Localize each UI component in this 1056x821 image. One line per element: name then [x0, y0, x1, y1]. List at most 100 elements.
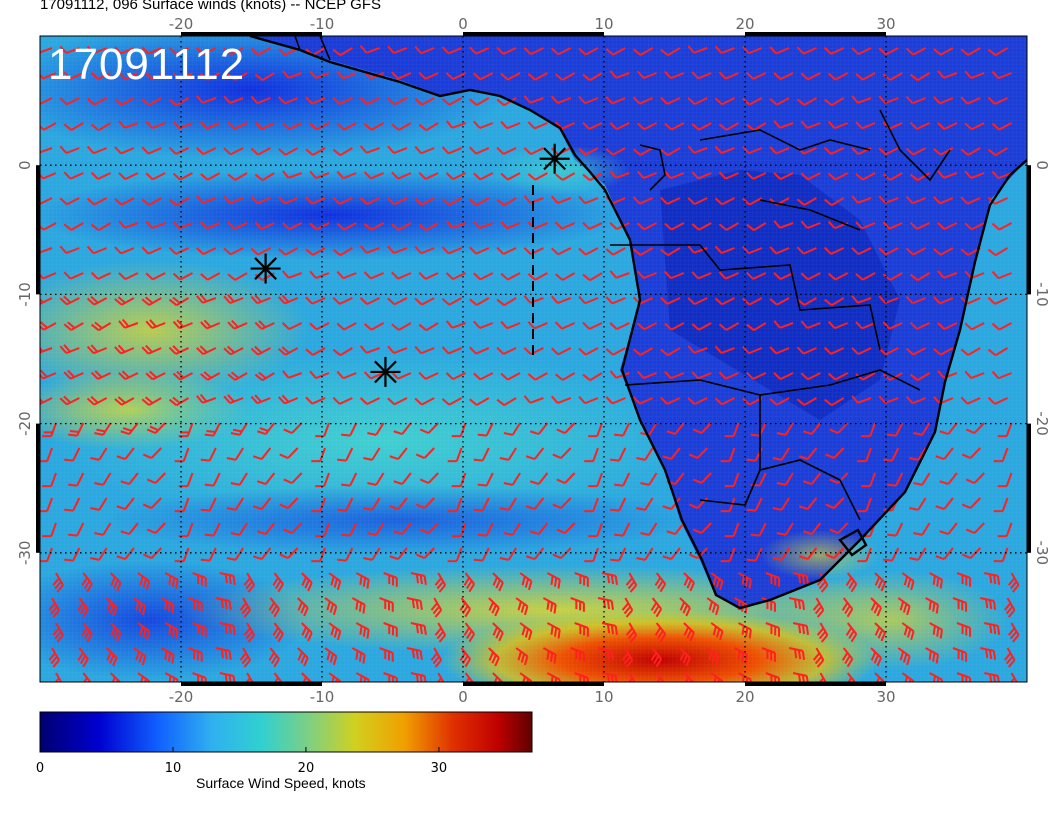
- wind-barb: [451, 422, 467, 438]
- wind-barb: [227, 72, 248, 81]
- wind-barb: [773, 120, 794, 129]
- wind-barb: [692, 422, 712, 434]
- wind-barb: [554, 321, 576, 330]
- wind-barb: [570, 597, 585, 612]
- wind-barb: [664, 270, 685, 280]
- wind-barb: [63, 71, 84, 80]
- wind-barb: [746, 171, 767, 180]
- wind-barb: [418, 71, 439, 80]
- lon-tick-label-bottom: 20: [735, 688, 754, 706]
- wind-barb: [40, 397, 53, 405]
- wind-barb: [878, 147, 899, 156]
- wind-barb: [687, 297, 708, 306]
- wind-barb: [887, 422, 904, 437]
- wind-barb: [172, 319, 193, 330]
- lon-tick-label-bottom: 30: [876, 688, 895, 706]
- wind-barb: [823, 146, 845, 155]
- wind-barb: [463, 572, 475, 593]
- wind-barb: [878, 47, 899, 56]
- wind-barb: [991, 270, 1012, 280]
- wind-barb: [363, 171, 384, 180]
- wind-barb: [887, 522, 904, 537]
- wind-barb: [660, 196, 681, 205]
- wind-barb: [776, 522, 794, 536]
- wind-barb: [391, 122, 412, 131]
- wind-barb: [86, 197, 108, 206]
- station-marker-3-asterisk-icon: [370, 356, 401, 387]
- wind-barb: [960, 96, 981, 105]
- wind-barb: [48, 597, 60, 618]
- wind-barb: [636, 122, 658, 131]
- wind-barb: [636, 547, 654, 561]
- wind-barb: [824, 97, 845, 107]
- wind-barb: [905, 147, 927, 156]
- wind-barb: [650, 597, 663, 618]
- wind-barb: [336, 270, 357, 280]
- wind-barb: [792, 622, 810, 635]
- wind-barb: [933, 247, 954, 256]
- wind-barb: [987, 296, 1008, 305]
- wind-barb: [145, 220, 166, 229]
- colorbar-tick-label: 20: [298, 761, 315, 776]
- wind-barb: [855, 321, 876, 330]
- wind-barb: [141, 396, 162, 406]
- wind-barb: [332, 96, 353, 105]
- wind-barb: [311, 447, 326, 463]
- wind-barb: [687, 145, 708, 154]
- wind-barb: [664, 322, 685, 331]
- wind-barb: [254, 72, 275, 82]
- wind-barb: [379, 597, 394, 612]
- wind-barb: [230, 472, 248, 486]
- wind-barb: [827, 120, 849, 130]
- wind-barb: [59, 245, 80, 254]
- wind-barb: [418, 371, 439, 380]
- wind-barb: [882, 72, 903, 81]
- wind-barb: [582, 121, 603, 130]
- wind-barb: [769, 297, 790, 306]
- wind-barb: [441, 46, 462, 55]
- wind-barb: [956, 672, 972, 682]
- wind-barb: [997, 472, 1013, 488]
- frame-bar-left: [36, 423, 40, 553]
- wind-barb: [769, 246, 790, 255]
- wind-barb: [309, 70, 330, 79]
- wind-barb: [488, 647, 500, 667]
- wind-barb: [582, 221, 603, 230]
- wind-barb: [632, 47, 654, 56]
- lat-tick-label-right: 0: [1033, 160, 1051, 170]
- wind-barb: [309, 170, 330, 179]
- wind-barb: [798, 547, 818, 560]
- wind-barb: [964, 122, 985, 131]
- wind-barb: [391, 322, 412, 331]
- wind-barb: [469, 397, 490, 406]
- wind-barb: [1007, 622, 1020, 643]
- wind-barb: [706, 597, 720, 616]
- wind-barb: [913, 522, 931, 536]
- wind-barb: [718, 271, 739, 280]
- wind-barb: [683, 622, 695, 642]
- wind-barb: [937, 122, 958, 131]
- wind-barb: [389, 447, 408, 460]
- wind-barb: [527, 72, 548, 81]
- wind-barb: [812, 597, 825, 618]
- wind-barb: [905, 395, 926, 405]
- wind-barb: [168, 396, 190, 407]
- wind-barb: [542, 647, 557, 664]
- wind-barb: [687, 197, 708, 206]
- wind-barb: [63, 271, 84, 280]
- wind-barb: [227, 371, 248, 381]
- wind-barb: [94, 472, 112, 486]
- wind-barb: [223, 294, 244, 304]
- wind-barb: [410, 572, 427, 585]
- wind-barb: [227, 172, 248, 181]
- wind-barb: [164, 572, 179, 589]
- wind-barb: [640, 522, 658, 536]
- wind-barb: [772, 447, 790, 461]
- wind-barb: [609, 170, 630, 179]
- wind-barb: [63, 171, 84, 180]
- wind-barb: [636, 70, 657, 79]
- wind-barb: [145, 120, 166, 129]
- wind-barb: [605, 147, 626, 156]
- wind-barb: [851, 47, 872, 56]
- wind-barb: [90, 370, 112, 380]
